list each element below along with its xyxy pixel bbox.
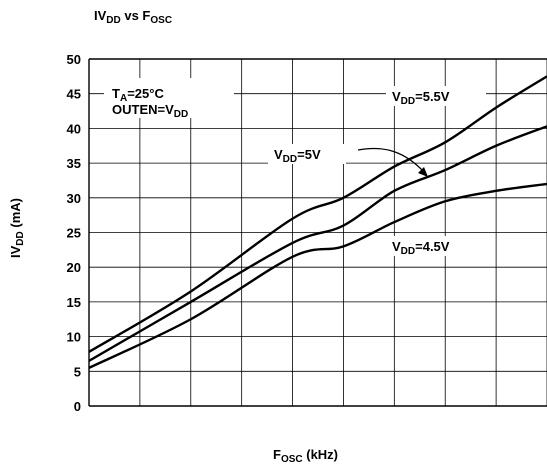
series-label-v45-tail: =4.5V — [415, 239, 450, 254]
pointer-arrowhead — [418, 167, 428, 177]
x-axis-label-sub: OSC — [281, 454, 303, 465]
chart-title-mid-sub: OSC — [150, 15, 172, 26]
annotation-box-v55 — [386, 86, 486, 106]
y-tick-label: 10 — [67, 330, 81, 345]
y-tick-label: 25 — [67, 226, 81, 241]
series-label-v55-sub: DD — [401, 96, 415, 107]
x-axis-label-tail: (kHz) — [303, 447, 338, 462]
annotation-outen-main: OUTEN=V — [112, 102, 174, 117]
y-tick-label: 30 — [67, 191, 81, 206]
chart-title-main: IV — [94, 8, 107, 23]
annotation-ta-sub: A — [120, 93, 127, 104]
series-label-v5-main: V — [274, 147, 283, 162]
series-label-v55-main: V — [392, 89, 401, 104]
y-tick-label: 15 — [67, 295, 81, 310]
annotation-box-conditions — [104, 78, 234, 118]
series-label-v45-sub: DD — [401, 246, 415, 257]
series-label-v45: VDD=4.5V — [392, 239, 450, 257]
y-tick-label: 0 — [74, 399, 81, 414]
annotation-box-v45 — [386, 236, 486, 256]
series-lines — [88, 75, 547, 369]
y-tick-labels: 0 5 10 15 20 25 30 35 40 45 50 — [67, 52, 81, 414]
y-tick-label: 40 — [67, 121, 81, 136]
series-line-3 — [88, 182, 547, 369]
pointer-arrow — [357, 147, 425, 173]
series-label-v5-tail: =5V — [297, 147, 321, 162]
x-axis-label: FOSC (kHz) — [273, 447, 338, 465]
y-axis-label-main: IV — [8, 245, 23, 258]
series-label-v55: VDD=5.5V — [392, 89, 450, 107]
series-line-2 — [88, 125, 547, 362]
series-label-v45-main: V — [392, 239, 401, 254]
y-tick-label: 20 — [67, 260, 81, 275]
chart-title-mid: vs F — [121, 8, 151, 23]
series-line-1 — [88, 75, 547, 353]
chart-title-main-sub: DD — [106, 15, 120, 26]
x-axis-label-main: F — [273, 447, 281, 462]
y-tick-label: 35 — [67, 156, 81, 171]
series-label-v55-tail: =5.5V — [415, 89, 450, 104]
y-tick-label: 5 — [74, 364, 81, 379]
annotation-ta: TA=25°C — [112, 86, 164, 104]
chart-title: IVDD vs FOSC — [94, 8, 172, 26]
annotation-outen-sub: DD — [174, 109, 188, 120]
y-axis-label-tail: (mA) — [8, 198, 23, 231]
annotation-outen: OUTEN=VDD — [112, 102, 188, 120]
y-axis-label-sub: DD — [15, 231, 26, 245]
series-label-v5: VDD=5V — [274, 147, 321, 165]
series-label-v5-sub: DD — [283, 154, 297, 165]
y-axis-label: IVDD (mA) — [8, 198, 26, 258]
y-tick-label: 45 — [67, 87, 81, 102]
annotation-box-v5 — [268, 144, 346, 164]
annotation-ta-tail: =25°C — [127, 86, 164, 101]
annotation-ta-main: T — [112, 86, 120, 101]
y-tick-label: 50 — [67, 52, 81, 67]
